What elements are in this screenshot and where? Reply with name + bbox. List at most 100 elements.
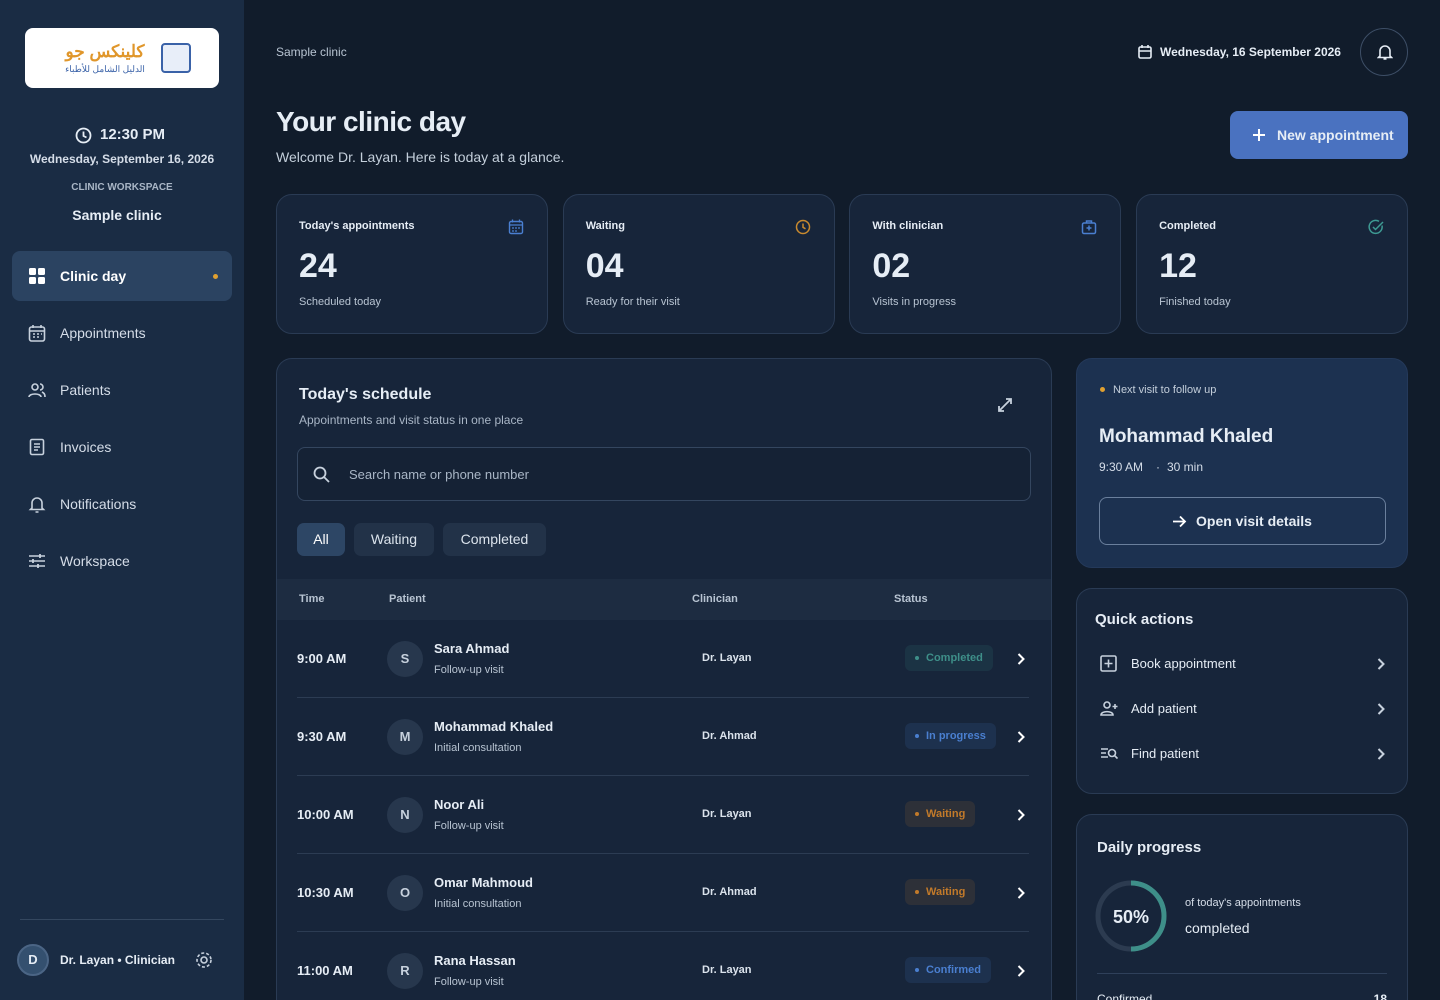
row-chevron — [1017, 965, 1025, 977]
quick-action[interactable]: Add patient — [1091, 692, 1393, 726]
quick-action-label: Add patient — [1131, 701, 1197, 716]
logo: كلينكس جو الدليل الشامل للأطباء — [25, 28, 219, 88]
nav-item[interactable]: Appointments — [12, 308, 232, 358]
nav-icon — [29, 268, 45, 284]
next-visit-time: 9:30 AM — [1099, 460, 1144, 474]
row-label: Confirmed — [1097, 992, 1153, 1000]
table-row[interactable]: 11:00 AM R Rana Hassan Follow-up visit Dr. L… — [277, 932, 1051, 1000]
status-dot — [915, 968, 919, 972]
button-label: Open visit details — [1196, 513, 1312, 529]
row-chevron — [1017, 653, 1025, 665]
settings-button[interactable] — [194, 950, 214, 970]
nav-item[interactable]: Patients — [12, 365, 232, 415]
row-divider — [297, 931, 1029, 932]
row-chevron — [1017, 887, 1025, 899]
row-time: 10:30 AM — [297, 885, 354, 900]
row-divider — [297, 697, 1029, 698]
schedule-subtitle: Appointments and visit status in one pla… — [299, 413, 524, 427]
patient-name: Mohammad Khaled — [434, 719, 554, 734]
patient-avatar: O — [387, 875, 423, 911]
table-row[interactable]: 10:30 AM O Omar Mahmoud Initial consultatio… — [277, 854, 1051, 932]
filter-button[interactable]: All — [297, 523, 345, 556]
patient-avatar: N — [387, 797, 423, 833]
expand-button[interactable] — [997, 397, 1013, 413]
logo-subtitle: الدليل الشامل للأطباء — [65, 64, 145, 74]
quick-action-icon — [1100, 655, 1117, 672]
column-header: Clinician — [692, 593, 738, 605]
table-header — [277, 579, 1051, 620]
workspace-label: CLINIC WORKSPACE — [71, 182, 173, 193]
table-row[interactable]: 10:00 AM N Noor Ali Follow-up visit Dr. Laya… — [277, 776, 1051, 854]
bell-icon — [1377, 45, 1393, 60]
nav-item[interactable]: Workspace — [12, 536, 232, 586]
nav-icon — [28, 325, 46, 342]
notifications-button[interactable] — [1360, 28, 1408, 76]
search-input[interactable]: Search name or phone number — [297, 447, 1031, 501]
clinician: Dr. Layan — [702, 652, 752, 664]
status-badge: Confirmed — [905, 957, 991, 983]
nav-item[interactable]: Notifications — [12, 479, 232, 529]
nav-label: Patients — [60, 382, 111, 398]
status-dot — [915, 812, 919, 816]
patient-name: Sara Ahmad — [434, 641, 510, 656]
sidebar-date: Wednesday, September 16, 2026 — [29, 152, 215, 166]
quick-action-label: Book appointment — [1131, 656, 1236, 671]
table-row[interactable]: 9:00 AM S Sara Ahmad Follow-up visit Dr. Lay… — [277, 620, 1051, 698]
quick-action-icon — [1101, 748, 1118, 760]
nav-dot — [213, 274, 218, 279]
divider — [1097, 973, 1387, 974]
stat-note: Ready for their visit — [585, 296, 680, 308]
plus-icon — [1253, 129, 1265, 141]
quick-action[interactable]: Book appointment — [1091, 647, 1393, 681]
row-divider — [297, 775, 1029, 776]
patient-name: Rana Hassan — [434, 953, 516, 968]
stat-value: 02 — [872, 247, 911, 285]
nav-item[interactable]: Clinic day — [12, 251, 232, 301]
divider — [20, 919, 224, 920]
schedule-title: Today's schedule — [299, 386, 432, 403]
stat-value: 24 — [299, 247, 337, 285]
nav-label: Workspace — [60, 553, 130, 569]
dot — [1100, 387, 1105, 392]
stat-value: 04 — [585, 247, 624, 285]
search-icon — [313, 466, 330, 483]
nav-item[interactable]: Invoices — [12, 422, 232, 472]
new-appointment-button[interactable]: New appointment — [1230, 111, 1408, 159]
progress-caption: of today's appointments — [1185, 897, 1301, 909]
daily-progress-card: Daily progress 50% of today's appointmen… — [1076, 814, 1408, 1000]
quick-action[interactable]: Find patient — [1091, 737, 1393, 771]
user-avatar: D — [17, 944, 49, 976]
status-badge: Completed — [905, 645, 993, 671]
row-time: 9:30 AM — [297, 729, 347, 744]
quick-action-chevron — [1377, 658, 1385, 670]
nav-label: Appointments — [60, 325, 146, 341]
separator: · — [1156, 460, 1160, 474]
filter-button[interactable]: Waiting — [354, 523, 434, 556]
stat-label: Completed — [1159, 220, 1216, 232]
quick-actions-title: Quick actions — [1095, 611, 1194, 628]
quick-actions-card: Quick actions Book appointment Add patien… — [1076, 588, 1408, 794]
stat-card: With clinician 02 Visits in progress — [849, 194, 1122, 334]
stat-icon — [1368, 219, 1384, 235]
row-time: 10:00 AM — [297, 807, 354, 822]
patient-name: Omar Mahmoud — [434, 875, 533, 890]
column-header: Status — [894, 593, 928, 605]
row-divider — [297, 853, 1029, 854]
user-name: Dr. Layan • Clinician — [60, 953, 175, 967]
open-visit-button[interactable]: Open visit details — [1099, 497, 1386, 545]
page-subtitle: Welcome Dr. Layan. Here is today at a gl… — [276, 149, 565, 165]
status-badge: In progress — [905, 723, 996, 749]
table-row[interactable]: 9:30 AM M Mohammad Khaled Initial consultat… — [277, 698, 1051, 776]
next-visit-card: Next visit to follow up Mohammad Khaled … — [1076, 358, 1408, 568]
daily-progress-title: Daily progress — [1097, 839, 1202, 856]
nav-icon — [28, 383, 46, 398]
progress-caption-strong: completed — [1185, 920, 1250, 936]
search-placeholder: Search name or phone number — [349, 467, 529, 482]
filter-button[interactable]: Completed — [443, 523, 546, 556]
workspace-name: Sample clinic — [72, 207, 162, 223]
nav-icon — [28, 497, 46, 513]
row-time: 11:00 AM — [297, 963, 353, 978]
stat-card: Today's appointments 24 Scheduled today — [276, 194, 548, 334]
